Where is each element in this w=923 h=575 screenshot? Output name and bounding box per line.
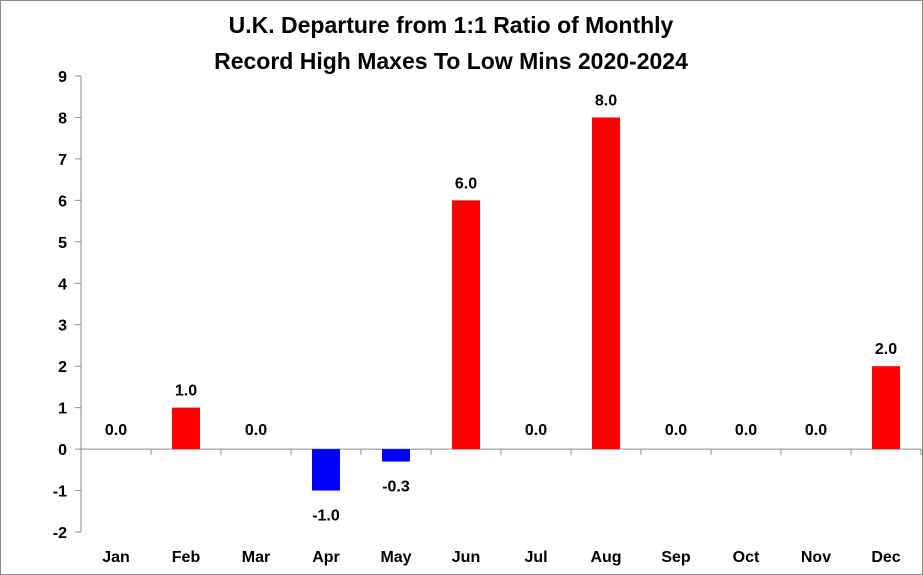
x-tick-label: May bbox=[380, 549, 411, 566]
bar-feb bbox=[172, 407, 200, 450]
x-tick-label: Dec bbox=[871, 549, 900, 566]
bar-may bbox=[382, 449, 410, 462]
y-tick-label: 5 bbox=[58, 235, 67, 252]
y-tick-label: 7 bbox=[58, 152, 67, 169]
x-tick-label: Feb bbox=[172, 549, 201, 566]
data-label: 0.0 bbox=[245, 422, 267, 439]
data-label: 0.0 bbox=[525, 422, 547, 439]
bar-apr bbox=[312, 449, 340, 491]
data-label: 6.0 bbox=[455, 175, 477, 192]
y-tick-label: 3 bbox=[58, 318, 67, 335]
y-tick-label: 8 bbox=[58, 110, 67, 127]
x-tick-label: Mar bbox=[242, 549, 270, 566]
x-tick-label: Oct bbox=[733, 549, 760, 566]
axes: -2 -1 0 1 2 3 4 5 6 7 8 9 Jan Feb Mar Apr May Jun Jul Aug Se… bbox=[53, 69, 922, 566]
y-tick-label: 4 bbox=[58, 276, 67, 293]
data-label: 0.0 bbox=[735, 422, 757, 439]
y-tick-label: -2 bbox=[53, 525, 67, 542]
bar-dec bbox=[872, 366, 900, 450]
y-tick-label: -1 bbox=[53, 484, 67, 501]
x-tick-label: Jul bbox=[524, 549, 547, 566]
y-tick-label: 1 bbox=[58, 401, 67, 418]
data-label: 1.0 bbox=[175, 383, 197, 400]
y-tick-label: 0 bbox=[58, 442, 67, 459]
bars bbox=[172, 117, 900, 491]
data-label: 0.0 bbox=[105, 422, 127, 439]
y-tick-label: 9 bbox=[58, 69, 67, 86]
y-tick-label: 2 bbox=[58, 359, 67, 376]
x-tick-label: Jun bbox=[452, 549, 480, 566]
data-label: 2.0 bbox=[875, 341, 897, 358]
bar-jun bbox=[452, 200, 480, 450]
x-tick-label: Apr bbox=[312, 549, 340, 566]
bar-aug bbox=[592, 117, 620, 450]
x-tick-label: Sep bbox=[661, 549, 691, 566]
data-label: 0.0 bbox=[805, 422, 827, 439]
data-labels: 0.0 1.0 0.0 -1.0 -0.3 6.0 0.0 8.0 0.0 0.0 0.0 2.0 bbox=[105, 92, 897, 524]
data-label: -1.0 bbox=[312, 508, 340, 525]
x-tick-label: Nov bbox=[801, 549, 831, 566]
data-label: 8.0 bbox=[595, 92, 617, 109]
data-label: 0.0 bbox=[665, 422, 687, 439]
data-label: -0.3 bbox=[382, 479, 410, 496]
chart-title-line-2: Record High Maxes To Low Mins 2020-2024 bbox=[214, 48, 688, 74]
x-tick-label: Aug bbox=[590, 549, 621, 566]
x-tick-label: Jan bbox=[102, 549, 130, 566]
y-tick-label: 6 bbox=[58, 193, 67, 210]
chart-title-line-1: U.K. Departure from 1:1 Ratio of Monthly bbox=[229, 12, 674, 38]
chart-title: U.K. Departure from 1:1 Ratio of Monthly… bbox=[214, 12, 688, 74]
